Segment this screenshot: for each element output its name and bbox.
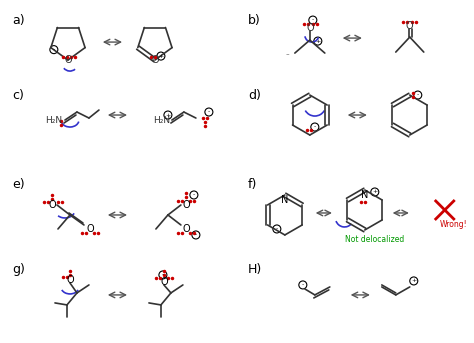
Text: N: N	[361, 190, 368, 200]
Text: H₂N: H₂N	[153, 116, 170, 125]
Text: -: -	[193, 192, 195, 198]
Text: -: -	[314, 125, 316, 130]
Text: -: -	[162, 272, 164, 277]
Text: H): H)	[248, 263, 262, 276]
Text: O: O	[151, 55, 159, 65]
Text: -: -	[195, 233, 197, 237]
Text: ⁻: ⁻	[286, 53, 290, 59]
Text: -: -	[53, 47, 55, 52]
Text: H₂N: H₂N	[45, 116, 62, 125]
Text: g): g)	[12, 263, 25, 276]
Text: +: +	[411, 279, 416, 283]
Text: O: O	[48, 200, 56, 210]
Text: f): f)	[248, 178, 257, 191]
Text: -: -	[276, 226, 278, 232]
Text: Not delocalized: Not delocalized	[345, 235, 404, 245]
Text: O: O	[86, 224, 94, 234]
Text: -: -	[302, 282, 304, 287]
Text: -: -	[312, 17, 314, 23]
Text: +: +	[165, 113, 171, 118]
Text: +: +	[158, 54, 164, 59]
Text: a): a)	[12, 14, 25, 27]
Text: Wrong!: Wrong!	[440, 221, 467, 229]
Text: +: +	[315, 38, 320, 44]
Text: +: +	[372, 189, 377, 194]
Text: N: N	[281, 195, 289, 205]
Text: e): e)	[12, 178, 25, 191]
Text: b): b)	[248, 14, 261, 27]
Text: O: O	[160, 277, 168, 287]
Text: O: O	[306, 23, 314, 33]
Text: O: O	[182, 200, 190, 210]
Text: d): d)	[248, 88, 261, 102]
Text: -: -	[417, 93, 419, 97]
Text: O: O	[406, 21, 414, 31]
Text: O: O	[64, 55, 72, 65]
Text: -: -	[208, 109, 210, 115]
Text: O: O	[66, 275, 74, 285]
Text: c): c)	[12, 88, 24, 102]
Text: O: O	[182, 224, 190, 234]
